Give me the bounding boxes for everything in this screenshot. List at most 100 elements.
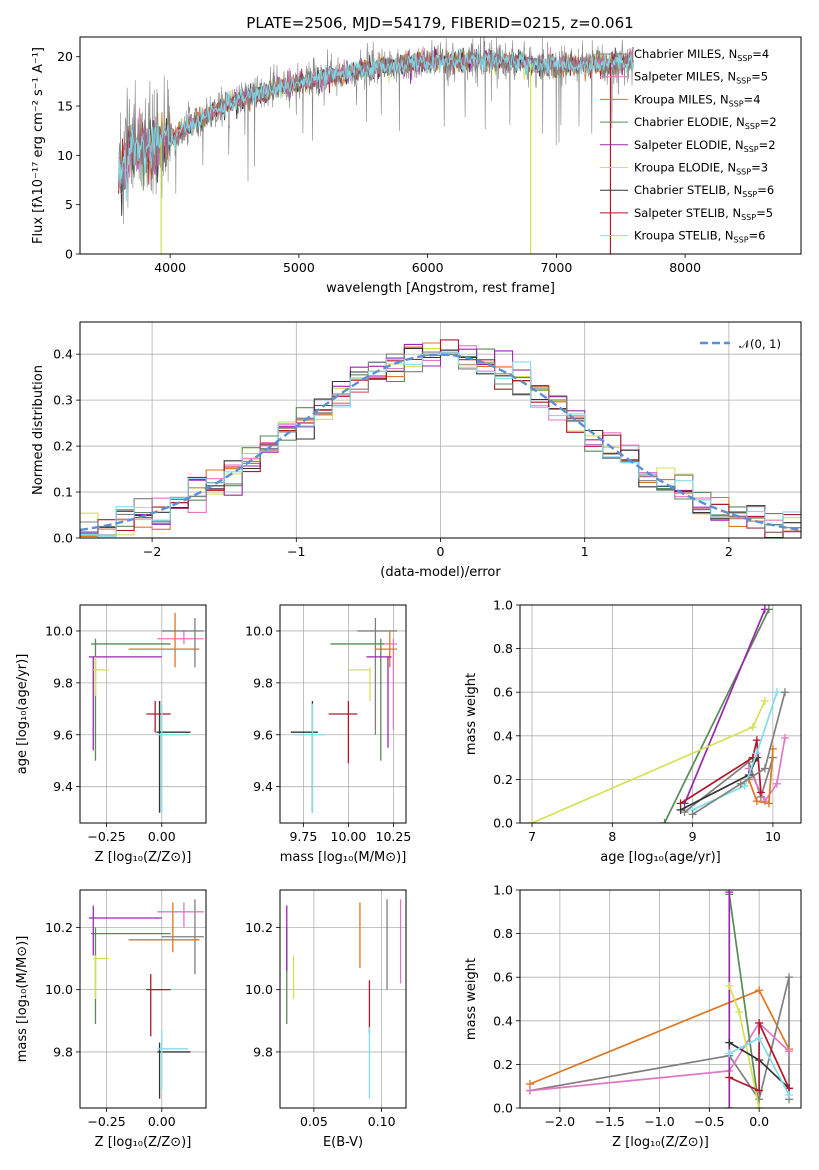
weight-marker — [755, 986, 764, 995]
legend-entry: Salpeter ELODIE, NSSP=2 — [634, 138, 776, 154]
legend-nssp: 6 — [767, 183, 774, 197]
legend-model-name: Kroupa ELODIE — [634, 161, 720, 175]
legend-entry: Salpeter STELIB, NSSP=5 — [634, 206, 773, 222]
legend-eq: = — [744, 92, 754, 106]
errorbar-point — [161, 899, 204, 975]
weight-series-line — [663, 609, 770, 823]
errorbar-point — [290, 701, 318, 813]
legend-ssp-subscript: SSP — [729, 99, 744, 108]
errorbar-point — [348, 667, 371, 702]
legend-eq: = — [760, 115, 770, 129]
y-tick-label: 10.0 — [245, 623, 273, 638]
weight-marker — [748, 723, 757, 732]
legend-entry: Chabrier ELODIE, NSSP=2 — [634, 115, 777, 131]
x-axis-label: age [log₁₀(age/yr)] — [600, 850, 721, 865]
x-tick-label: −1.5 — [595, 1114, 625, 1129]
y-tick-label: 0.8 — [493, 641, 513, 656]
weight-marker — [785, 1047, 794, 1056]
legend-n-label: , N — [726, 183, 742, 197]
errorbar-point — [146, 701, 171, 733]
x-axis-label: Z [log₁₀(Z/Z⊙)] — [612, 1135, 709, 1150]
y-tick-label: 1.0 — [493, 598, 513, 613]
plot-area — [80, 339, 801, 538]
x-tick-label: 0 — [437, 544, 445, 559]
weight-marker — [772, 779, 781, 788]
weight-marker — [785, 973, 794, 982]
legend-entry: Chabrier MILES, NSSP=4 — [634, 47, 769, 63]
y-tick-label: 0.2 — [493, 772, 513, 787]
legend-eq: = — [749, 229, 759, 243]
x-tick-label: 6000 — [412, 260, 444, 275]
errorbar-point — [384, 638, 397, 730]
errorbar-point — [294, 703, 325, 813]
weight-marker — [760, 605, 769, 614]
y-tick-label: 9.4 — [253, 779, 273, 794]
weight-series-line — [748, 748, 774, 805]
x-tick-label: −0.5 — [694, 1114, 724, 1129]
reference-legend-label: 𝒩(0, 1) — [739, 337, 781, 351]
legend-nssp: 2 — [768, 138, 775, 152]
x-tick-label: 7 — [528, 829, 536, 844]
x-tick-label: 0.10 — [368, 1114, 396, 1129]
legend-ssp-subscript: SSP — [744, 145, 759, 154]
y-tick-label: 20 — [57, 49, 73, 64]
errorbar-point — [157, 1030, 189, 1090]
y-tick-label: 9.4 — [53, 779, 73, 794]
legend-ssp-subscript: SSP — [736, 77, 751, 86]
residual-histogram-8 — [80, 352, 801, 538]
axes-frame — [519, 604, 802, 824]
legend-ssp-subscript: SSP — [742, 190, 757, 199]
errorbar-point — [88, 905, 162, 956]
weight-marker — [755, 1018, 764, 1027]
legend-ssp-subscript: SSP — [745, 122, 760, 131]
x-tick-label: 8000 — [669, 260, 701, 275]
errorbar-point — [157, 902, 204, 928]
errorbar-point — [330, 638, 385, 761]
x-tick-label: −1 — [287, 544, 305, 559]
plot-area — [528, 605, 789, 823]
y-tick-label: 0 — [65, 247, 73, 262]
axes-frame — [519, 889, 802, 1109]
plot-area — [88, 899, 204, 1099]
plot-area — [525, 890, 794, 1108]
axes-frame — [79, 889, 207, 1109]
axes-frame — [279, 889, 407, 1109]
errorbar-point — [157, 1042, 191, 1099]
y-tick-label: 0.6 — [493, 685, 513, 700]
y-tick-label: 0.4 — [493, 1013, 513, 1028]
y-axis-label: mass [log₁₀(M/M⊙)] — [15, 936, 30, 1063]
legend-model-name: Salpeter MILES — [634, 70, 720, 84]
legend-model-name: Salpeter STELIB — [634, 206, 725, 220]
legend-nssp: 6 — [758, 229, 765, 243]
legend-eq: = — [752, 47, 762, 61]
y-tick-label: 10.0 — [45, 982, 73, 997]
y-tick-label: 10.2 — [45, 920, 73, 935]
errorbar-point — [157, 703, 189, 813]
weight-marker — [525, 1086, 534, 1095]
weight-series-line — [529, 1021, 790, 1092]
plot-area — [286, 899, 402, 1099]
weight-marker — [755, 1034, 764, 1043]
legend-ssp-subscript: SSP — [737, 54, 752, 63]
weight-marker — [688, 810, 697, 819]
y-tick-label: 10.0 — [245, 982, 273, 997]
y-axis-label: Normed distribution — [31, 365, 46, 495]
x-axis-label: wavelength [Angstrom, rest frame] — [326, 281, 555, 296]
y-tick-label: 0.6 — [493, 970, 513, 985]
weight-marker — [760, 764, 769, 773]
weight-marker — [752, 749, 761, 758]
axes-frame — [79, 36, 802, 255]
mass-vs-metallicity-panel: −0.25 0.00 9.8 10.0 10.2 Z [log₁₀(Z/Z⊙)] mass … — [15, 889, 207, 1150]
x-tick-label: −2.0 — [545, 1114, 575, 1129]
weight-marker — [785, 1090, 794, 1099]
legend-entry: Kroupa MILES, NSSP=4 — [634, 92, 761, 108]
legend-model-name: Chabrier ELODIE — [634, 115, 729, 129]
weight-series-line — [728, 894, 760, 1108]
errorbar-point — [366, 656, 392, 748]
legend-n-label: , N — [720, 161, 736, 175]
spectrum-panel: 4000 5000 6000 7000 8000 0 5 10 15 20 wavelength [… — [31, 36, 802, 296]
legend-model-name: Chabrier STELIB — [634, 183, 726, 197]
legend-n-label: , N — [713, 92, 729, 106]
weight-vs-age-panel: 7 8 9 10 0.0 0.2 0.4 0.6 0.8 1.0 age [log₁₀(age/yr… — [464, 598, 802, 865]
x-axis-label: E(B-V) — [323, 1135, 363, 1150]
